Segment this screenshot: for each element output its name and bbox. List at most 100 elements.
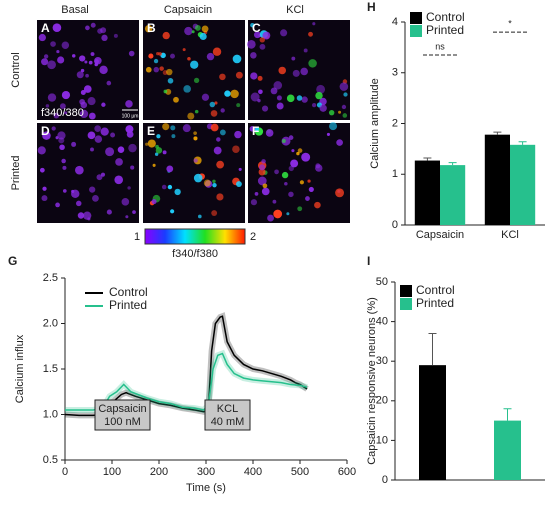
cell — [308, 186, 314, 192]
cell — [339, 82, 349, 91]
cell — [193, 173, 203, 183]
x-tick-label: 400 — [244, 466, 262, 478]
cell — [312, 22, 316, 26]
cell — [191, 30, 195, 34]
cell — [297, 206, 303, 212]
cell — [194, 109, 199, 114]
legend-swatch — [410, 12, 422, 24]
cell — [41, 195, 48, 202]
cell — [114, 175, 124, 185]
colorbar-max: 2 — [250, 231, 256, 243]
cell — [88, 60, 93, 65]
row-label: Control — [10, 52, 22, 87]
cell — [280, 29, 288, 37]
error-bar — [423, 157, 432, 161]
cell — [234, 130, 242, 139]
cell — [71, 141, 77, 147]
cell — [170, 125, 176, 131]
cell — [145, 66, 152, 73]
cell — [246, 40, 256, 49]
cell — [342, 113, 348, 118]
cell — [171, 134, 176, 139]
cell — [216, 160, 225, 169]
cell — [193, 136, 198, 141]
cell — [153, 58, 159, 64]
cell — [338, 110, 342, 114]
cell — [55, 202, 60, 208]
x-tick-label: KCl — [501, 229, 519, 241]
cell — [62, 165, 67, 170]
cell — [250, 199, 258, 206]
cell — [106, 209, 112, 215]
column-header: Capsaicin — [164, 4, 212, 16]
y-tick-label: 2.0 — [43, 317, 58, 329]
cell — [291, 56, 296, 61]
y-tick-label: 1 — [392, 168, 398, 180]
cell — [193, 131, 197, 135]
cell — [288, 165, 294, 172]
significance-label: ns — [435, 41, 445, 51]
y-axis-label: Capsaicin responsive neurons (%) — [366, 297, 378, 465]
x-tick-label: 100 — [103, 466, 121, 478]
y-axis-label: Calcium amplitude — [369, 78, 381, 168]
panel-letter: H — [367, 0, 376, 14]
cell — [259, 164, 266, 171]
cell — [258, 89, 263, 95]
cell — [61, 90, 71, 100]
legend-label: Control — [426, 10, 465, 24]
cell — [94, 56, 102, 65]
cell — [292, 69, 300, 77]
colorbar — [144, 228, 246, 245]
cell — [253, 31, 261, 39]
cell — [197, 214, 202, 219]
cell — [182, 124, 191, 133]
cell — [193, 77, 200, 84]
legend-label: Printed — [416, 296, 454, 310]
cell — [105, 147, 115, 157]
cell — [145, 142, 149, 146]
cell — [183, 85, 191, 93]
legend-label: Control — [416, 283, 455, 297]
cell — [97, 28, 103, 34]
y-tick-label: 1.5 — [43, 363, 58, 375]
x-tick-label: 600 — [338, 466, 356, 478]
cell — [300, 67, 308, 76]
cell — [314, 201, 321, 209]
x-tick-label: 300 — [197, 466, 215, 478]
cell — [166, 165, 174, 173]
cell — [201, 93, 210, 101]
y-tick-label: 30 — [376, 355, 388, 367]
cell — [238, 167, 242, 171]
cell — [148, 53, 154, 59]
cell — [182, 48, 186, 52]
cell — [43, 54, 49, 59]
panel-letter: D — [41, 124, 50, 138]
cell — [236, 103, 241, 108]
cell — [163, 89, 168, 94]
cell — [147, 139, 156, 148]
cell — [132, 210, 136, 214]
cell — [57, 131, 66, 140]
cell — [257, 98, 261, 103]
cell — [100, 172, 106, 177]
legend-label: Printed — [426, 23, 464, 37]
cell — [59, 103, 66, 110]
x-axis-label: Time (s) — [186, 482, 226, 494]
cell — [274, 169, 279, 175]
cell — [125, 100, 133, 108]
cell — [262, 31, 271, 40]
y-tick-label: 50 — [376, 276, 388, 288]
y-tick-label: 2 — [392, 117, 398, 129]
cell — [254, 126, 260, 132]
cell — [56, 49, 60, 54]
cell — [193, 158, 198, 163]
cell — [94, 62, 99, 67]
cell — [127, 186, 131, 190]
legend-label: Control — [109, 285, 148, 299]
x-tick-label: 0 — [62, 466, 68, 478]
cell — [125, 215, 129, 219]
cell — [128, 143, 137, 153]
panel-letter: I — [367, 254, 370, 268]
